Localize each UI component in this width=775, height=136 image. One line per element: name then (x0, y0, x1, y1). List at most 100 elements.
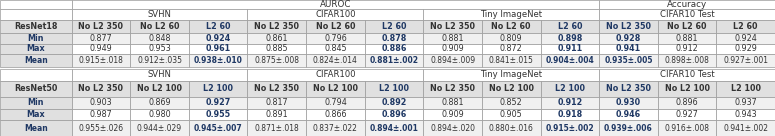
Text: Min: Min (28, 98, 44, 107)
Bar (0, 120, 71, 136)
Bar (247, 44, 306, 54)
Text: 0.837±.022: 0.837±.022 (313, 124, 358, 133)
Text: 0.824±.014: 0.824±.014 (313, 56, 358, 65)
Text: 0.912±.035: 0.912±.035 (137, 56, 182, 65)
Text: 0.841±.015: 0.841±.015 (489, 56, 534, 65)
Text: 0.930: 0.930 (616, 98, 641, 107)
Text: 0.866: 0.866 (324, 110, 346, 119)
Text: 0.794: 0.794 (324, 98, 346, 107)
Bar (658, 20, 716, 33)
Text: SVHN: SVHN (147, 70, 171, 79)
Bar (482, 81, 540, 97)
Bar (189, 33, 247, 44)
Bar (540, 33, 599, 44)
Bar (306, 44, 365, 54)
Bar (71, 97, 130, 109)
Bar (0, 97, 71, 109)
Text: 0.878: 0.878 (381, 34, 407, 43)
Bar (482, 54, 540, 67)
Text: 0.809: 0.809 (500, 34, 522, 43)
Text: ResNet18: ResNet18 (14, 22, 57, 31)
Bar (482, 109, 540, 120)
Text: L2 100: L2 100 (555, 84, 585, 93)
Bar (716, 97, 775, 109)
Bar (130, 33, 189, 44)
Bar (716, 44, 775, 54)
Bar (658, 109, 716, 120)
Text: 0.918: 0.918 (557, 110, 583, 119)
Text: 0.898: 0.898 (557, 34, 583, 43)
Bar (71, 0, 599, 9)
Text: 0.953: 0.953 (148, 44, 171, 53)
Bar (0, 9, 71, 20)
Bar (365, 54, 423, 67)
Bar (716, 120, 775, 136)
Bar (599, 54, 658, 67)
Text: 0.796: 0.796 (324, 34, 346, 43)
Text: 0.881±.002: 0.881±.002 (370, 56, 419, 65)
Bar (306, 109, 365, 120)
Bar (540, 20, 599, 33)
Text: 0.912: 0.912 (676, 44, 698, 53)
Bar (130, 109, 189, 120)
Text: 0.861: 0.861 (266, 34, 288, 43)
Text: 0.927±.001: 0.927±.001 (723, 56, 768, 65)
Bar (71, 33, 130, 44)
Text: L2 100: L2 100 (731, 84, 761, 93)
Bar (189, 44, 247, 54)
Bar (423, 20, 482, 33)
Bar (130, 44, 189, 54)
Text: 0.909: 0.909 (441, 44, 464, 53)
Text: No L2 100: No L2 100 (313, 84, 358, 93)
Text: Accuracy: Accuracy (667, 0, 707, 9)
Text: 0.852: 0.852 (500, 98, 522, 107)
Bar (189, 109, 247, 120)
Bar (0, 109, 71, 120)
Text: 0.938±.010: 0.938±.010 (194, 56, 243, 65)
Bar (482, 20, 540, 33)
Bar (71, 20, 130, 33)
Text: L2 60: L2 60 (206, 22, 230, 31)
Text: 0.872: 0.872 (500, 44, 522, 53)
Text: 0.886: 0.886 (381, 44, 407, 53)
Bar (247, 69, 423, 81)
Bar (247, 81, 306, 97)
Text: No L2 100: No L2 100 (489, 84, 534, 93)
Text: 0.896: 0.896 (676, 98, 698, 107)
Bar (482, 120, 540, 136)
Text: 0.924: 0.924 (205, 34, 231, 43)
Text: Mean: Mean (24, 56, 48, 65)
Text: 0.848: 0.848 (148, 34, 170, 43)
Bar (0, 54, 71, 67)
Text: 0.885: 0.885 (266, 44, 288, 53)
Text: CIFAR10 Test: CIFAR10 Test (660, 10, 715, 19)
Bar (306, 81, 365, 97)
Bar (423, 44, 482, 54)
Text: 0.898±.008: 0.898±.008 (665, 56, 710, 65)
Bar (423, 109, 482, 120)
Bar (423, 33, 482, 44)
Bar (599, 9, 775, 20)
Text: No L2 350: No L2 350 (430, 22, 475, 31)
Bar (423, 9, 599, 20)
Text: 0.927: 0.927 (676, 110, 698, 119)
Bar (189, 120, 247, 136)
Bar (599, 109, 658, 120)
Bar (599, 69, 775, 81)
Bar (540, 54, 599, 67)
Text: 0.909: 0.909 (441, 110, 464, 119)
Text: L2 100: L2 100 (203, 84, 233, 93)
Bar (306, 120, 365, 136)
Bar (71, 69, 247, 81)
Bar (189, 20, 247, 33)
Text: 0.980: 0.980 (148, 110, 170, 119)
Text: 0.911: 0.911 (557, 44, 583, 53)
Bar (71, 44, 130, 54)
Text: 0.871±.018: 0.871±.018 (254, 124, 299, 133)
Bar (716, 20, 775, 33)
Text: 0.892: 0.892 (381, 98, 407, 107)
Bar (365, 81, 423, 97)
Bar (658, 81, 716, 97)
Text: 0.987: 0.987 (90, 110, 112, 119)
Text: 0.944±.029: 0.944±.029 (137, 124, 182, 133)
